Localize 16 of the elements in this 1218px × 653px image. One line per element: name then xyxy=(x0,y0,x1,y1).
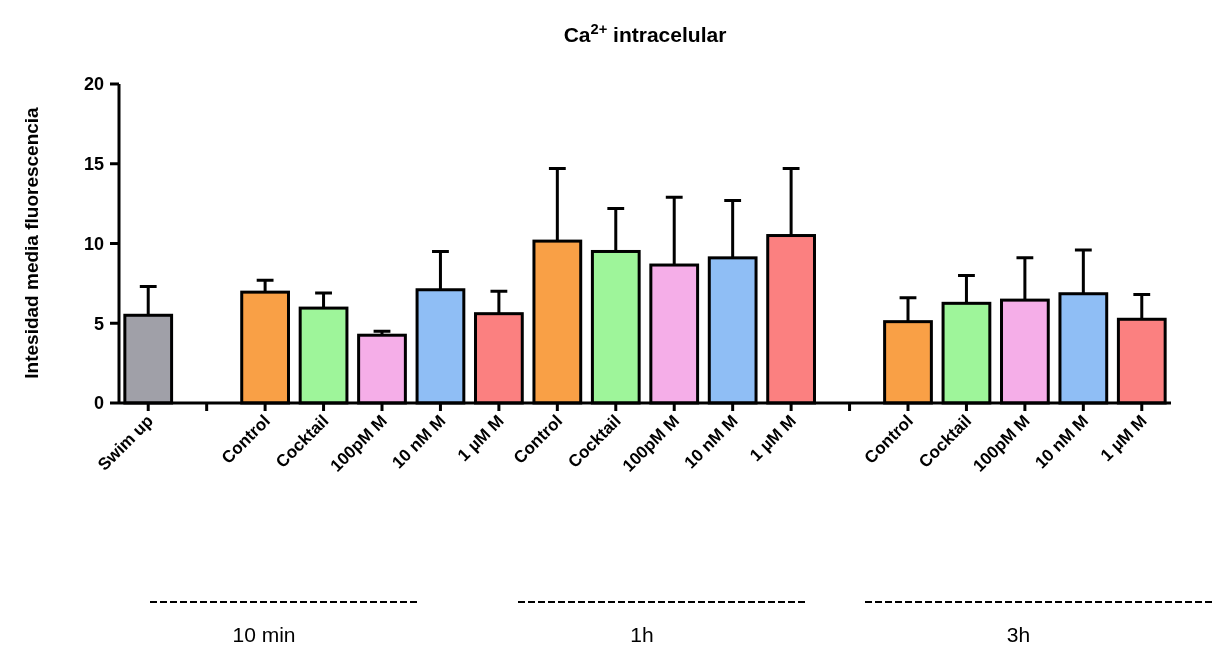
y-axis-title: Intesidad media fluorescencia xyxy=(21,106,42,379)
chart-title: Ca$^{2+}$ intracelular xyxy=(563,21,727,46)
y-tick-label: 15 xyxy=(83,154,104,175)
x-tick-label: 10 nM M xyxy=(680,411,742,473)
text: 10 min xyxy=(232,623,296,646)
x-tick-label: 10 nM M xyxy=(1031,411,1093,473)
text: 3h xyxy=(1006,623,1031,646)
x-tick-label: 1 µM M xyxy=(1096,411,1151,466)
y-tick-label: 10 xyxy=(83,233,104,254)
text: 1h xyxy=(630,623,654,646)
y-tick-label: 0 xyxy=(93,393,104,414)
y-tick-label: 5 xyxy=(93,313,104,334)
x-tick-label: 1 µM M xyxy=(453,411,508,466)
x-tick-label: 10 nM M xyxy=(388,411,450,473)
x-tick-label: 1 µM M xyxy=(746,411,800,466)
y-tick-label: 20 xyxy=(83,74,104,95)
